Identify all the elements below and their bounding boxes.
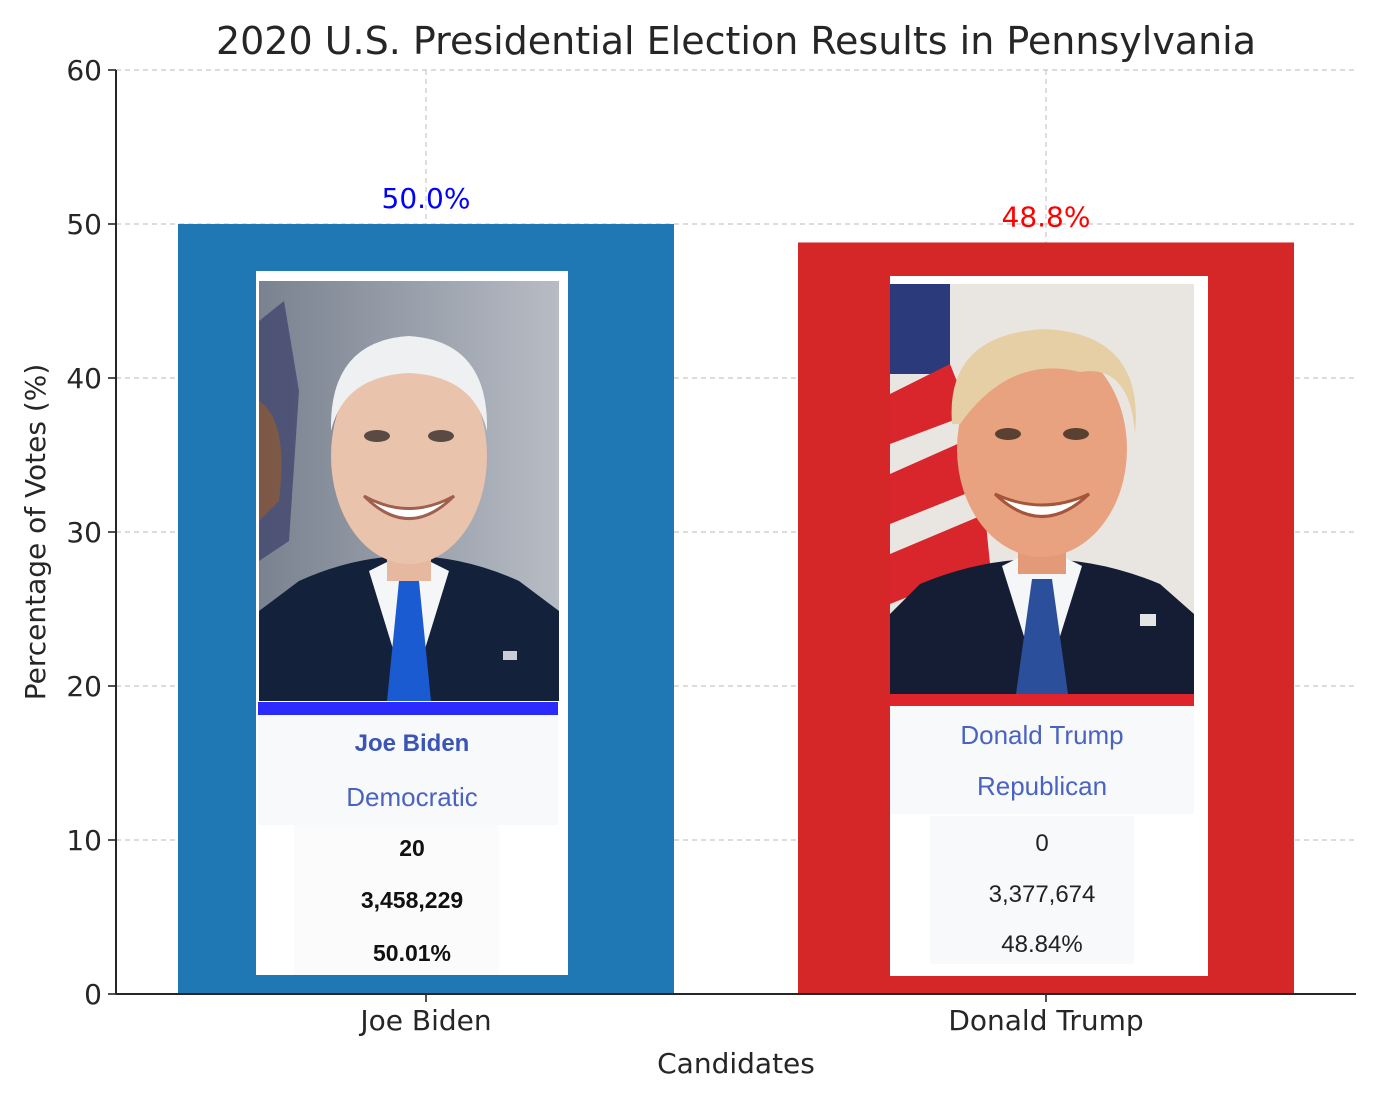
y-tick-label: 0 xyxy=(84,978,102,1011)
biden-result-card: Joe Biden Democratic 20 3,458,229 50.01% xyxy=(256,271,568,975)
biden-card-name: Joe Biden xyxy=(354,730,470,757)
bar-value-label: 48.8% xyxy=(1002,200,1091,233)
trump-result-card: Donald Trump Republican 0 3,377,674 48.8… xyxy=(890,276,1208,976)
biden-accent-bar xyxy=(258,702,558,715)
donald-trump-portrait xyxy=(890,284,1194,694)
trump-card-name: Donald Trump xyxy=(960,720,1124,750)
y-tick-label: 30 xyxy=(66,516,102,549)
y-axis-label: Percentage of Votes (%) xyxy=(19,364,52,701)
trump-card-party: Republican xyxy=(976,771,1108,801)
bar-value-label: 50.0% xyxy=(382,182,471,215)
axes: 0 10 20 30 40 50 60 Joe Biden Donald Trump xyxy=(66,54,1356,1037)
trump-electoral-votes: 0 xyxy=(1035,830,1049,857)
trump-info-panel xyxy=(890,706,1194,814)
chart-title: 2020 U.S. Presidential Election Results … xyxy=(216,19,1256,63)
y-tick-label: 20 xyxy=(66,670,102,703)
y-tick-label: 50 xyxy=(66,208,102,241)
trump-popular-votes: 3,377,674 xyxy=(988,881,1096,908)
y-tick-label: 60 xyxy=(66,54,102,87)
biden-electoral-votes: 20 xyxy=(399,835,425,861)
biden-info-panel xyxy=(258,715,558,825)
trump-accent-bar xyxy=(890,694,1194,706)
biden-vote-percent: 50.01% xyxy=(372,940,451,966)
trump-stats-panel xyxy=(930,816,1134,964)
x-tick-label: Donald Trump xyxy=(948,1004,1143,1037)
y-tick-label: 10 xyxy=(66,824,102,857)
biden-popular-votes: 3,458,229 xyxy=(360,887,464,913)
x-axis-label: Candidates xyxy=(657,1047,815,1080)
trump-vote-percent: 48.84% xyxy=(1001,931,1083,958)
biden-card-party: Democratic xyxy=(346,782,478,812)
y-tick-label: 40 xyxy=(66,362,102,395)
biden-stats-panel xyxy=(294,825,499,975)
value-labels: 50.0% 48.8% xyxy=(382,182,1091,233)
joe-biden-portrait xyxy=(259,281,559,701)
x-tick-label: Joe Biden xyxy=(358,1004,491,1037)
